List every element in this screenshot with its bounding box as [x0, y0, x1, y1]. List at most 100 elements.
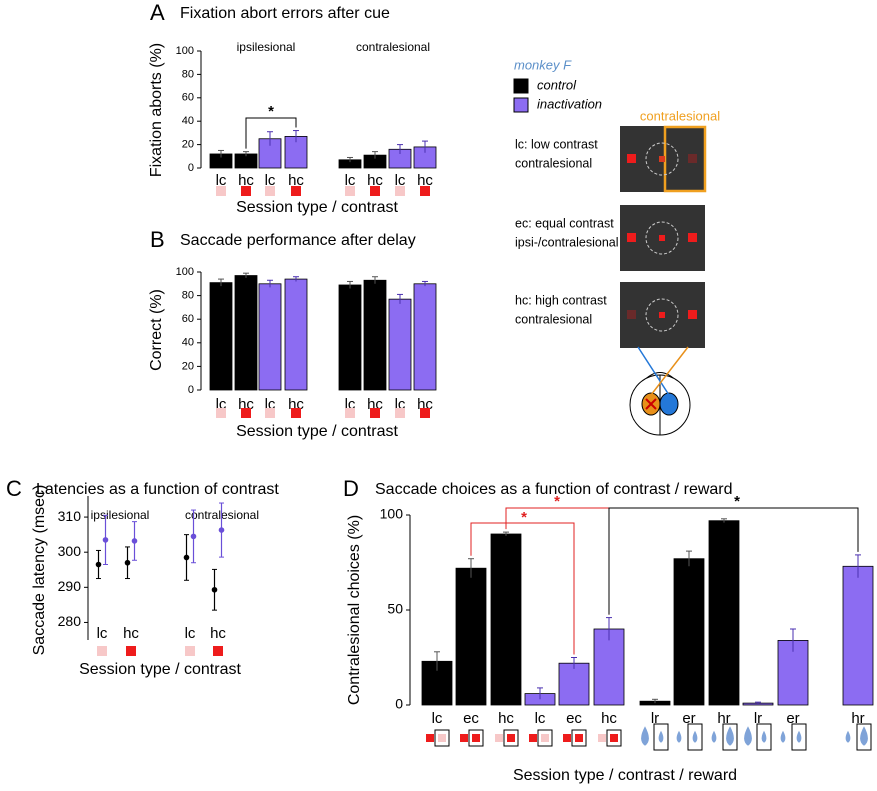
y-tick-label: 80 [182, 290, 194, 302]
reward-icon-box [791, 723, 807, 751]
y-axis-label: Contralesional choices (%) [346, 515, 363, 705]
point [190, 533, 197, 540]
contrast-icon [575, 734, 583, 742]
reward-drop [780, 730, 786, 743]
y-tick-label: 60 [182, 313, 194, 325]
legend-label: control [537, 77, 577, 92]
y-tick-label: 300 [58, 543, 82, 559]
highlight-label: contralesional [640, 108, 720, 123]
y-tick-label: 280 [58, 613, 82, 629]
y-tick-label: 20 [182, 139, 194, 151]
bar [490, 533, 522, 706]
contrast-icon [265, 408, 275, 418]
y-tick-label: 310 [58, 508, 82, 524]
contrast-icon [265, 186, 275, 196]
contrast-icon [216, 186, 226, 196]
fixation-point [659, 312, 665, 318]
x-tick-label: er [786, 710, 799, 727]
target [688, 233, 697, 242]
contrast-icon [507, 734, 515, 742]
x-axis-label: Session type / contrast [236, 423, 398, 440]
significance-bracket [470, 522, 575, 655]
screen-label: hc: high contrast [515, 293, 607, 307]
significance-bracket [245, 117, 297, 149]
x-tick-label: lc [395, 172, 406, 189]
x-tick-label: lc [432, 710, 443, 727]
contrast-icon [598, 734, 606, 742]
fixation-window [645, 142, 679, 176]
group-label: contralesional [356, 40, 430, 54]
point [102, 537, 109, 543]
brain-schematic [629, 346, 691, 436]
screen-label: lc: low contrast [515, 137, 598, 151]
chart-title: Latencies as a function of contrast [36, 481, 279, 498]
screens: contralesional [620, 108, 720, 348]
reward-icon-box [653, 723, 669, 751]
x-tick-label: lc [97, 625, 108, 642]
contrast-icon [291, 408, 301, 418]
group-label: ipsilesional [237, 40, 296, 54]
x-tick-label: lc [185, 625, 196, 642]
x-tick-label: hc [367, 172, 383, 189]
contrast-icon [541, 734, 549, 742]
y-tick-label: 100 [176, 45, 194, 57]
contrast-icon [420, 186, 430, 196]
bar [455, 567, 487, 706]
lesion-mark [645, 398, 657, 410]
x-tick-label: hc [123, 625, 139, 642]
contrast-icon [370, 186, 380, 196]
contrast-icon-box [606, 729, 622, 747]
contrast-icon [426, 734, 434, 742]
bar [558, 662, 590, 706]
x-tick-label: ec [566, 710, 582, 727]
target [627, 154, 636, 163]
point [124, 559, 131, 566]
reward-icon-box [722, 723, 738, 751]
bar [673, 558, 705, 706]
x-tick-label: hc [210, 625, 226, 642]
x-axis-label: Session type / contrast [236, 199, 398, 216]
contrast-icon-box [468, 729, 484, 747]
x-tick-label: lc [265, 396, 276, 413]
reward-drop [860, 726, 868, 746]
legend-label: inactivation [537, 96, 602, 111]
contrast-icon [345, 408, 355, 418]
projection [650, 346, 689, 396]
legend-title: monkey F [514, 57, 572, 72]
legend-swatch [513, 78, 529, 94]
bar [284, 278, 308, 391]
contrast-icon [395, 186, 405, 196]
x-tick-label: hr [851, 710, 864, 727]
contrast-icon [241, 408, 251, 418]
y-tick-label: 290 [58, 578, 82, 594]
contrast-icon [291, 186, 301, 196]
contrast-icon [438, 734, 446, 742]
target [688, 154, 697, 163]
contrast-icon [126, 646, 136, 656]
reward-icon-box [756, 723, 772, 751]
significance-label: * [734, 493, 740, 510]
y-tick-label: 60 [182, 92, 194, 104]
chart-title: Fixation abort errors after cue [180, 5, 390, 22]
bar [338, 284, 362, 391]
point [183, 554, 190, 561]
y-axis-label: Correct (%) [148, 289, 165, 371]
reward-drop [658, 730, 664, 743]
contrast-icon-box [434, 729, 450, 747]
screen-label: contralesional [515, 312, 592, 326]
reward-drop [676, 730, 682, 743]
contrast-icon [529, 734, 537, 742]
x-tick-label: hc [417, 172, 433, 189]
contrast-icon [185, 646, 195, 656]
bar [234, 275, 258, 391]
contrast-icon [563, 734, 571, 742]
panel-label: C [6, 476, 22, 501]
target [627, 310, 636, 319]
contrast-icon-box [537, 729, 553, 747]
y-axis-label: Fixation aborts (%) [148, 43, 165, 177]
x-tick-label: lr [651, 710, 659, 727]
y-tick-label: 20 [182, 360, 194, 372]
bar [842, 565, 874, 706]
x-tick-label: hc [601, 710, 617, 727]
